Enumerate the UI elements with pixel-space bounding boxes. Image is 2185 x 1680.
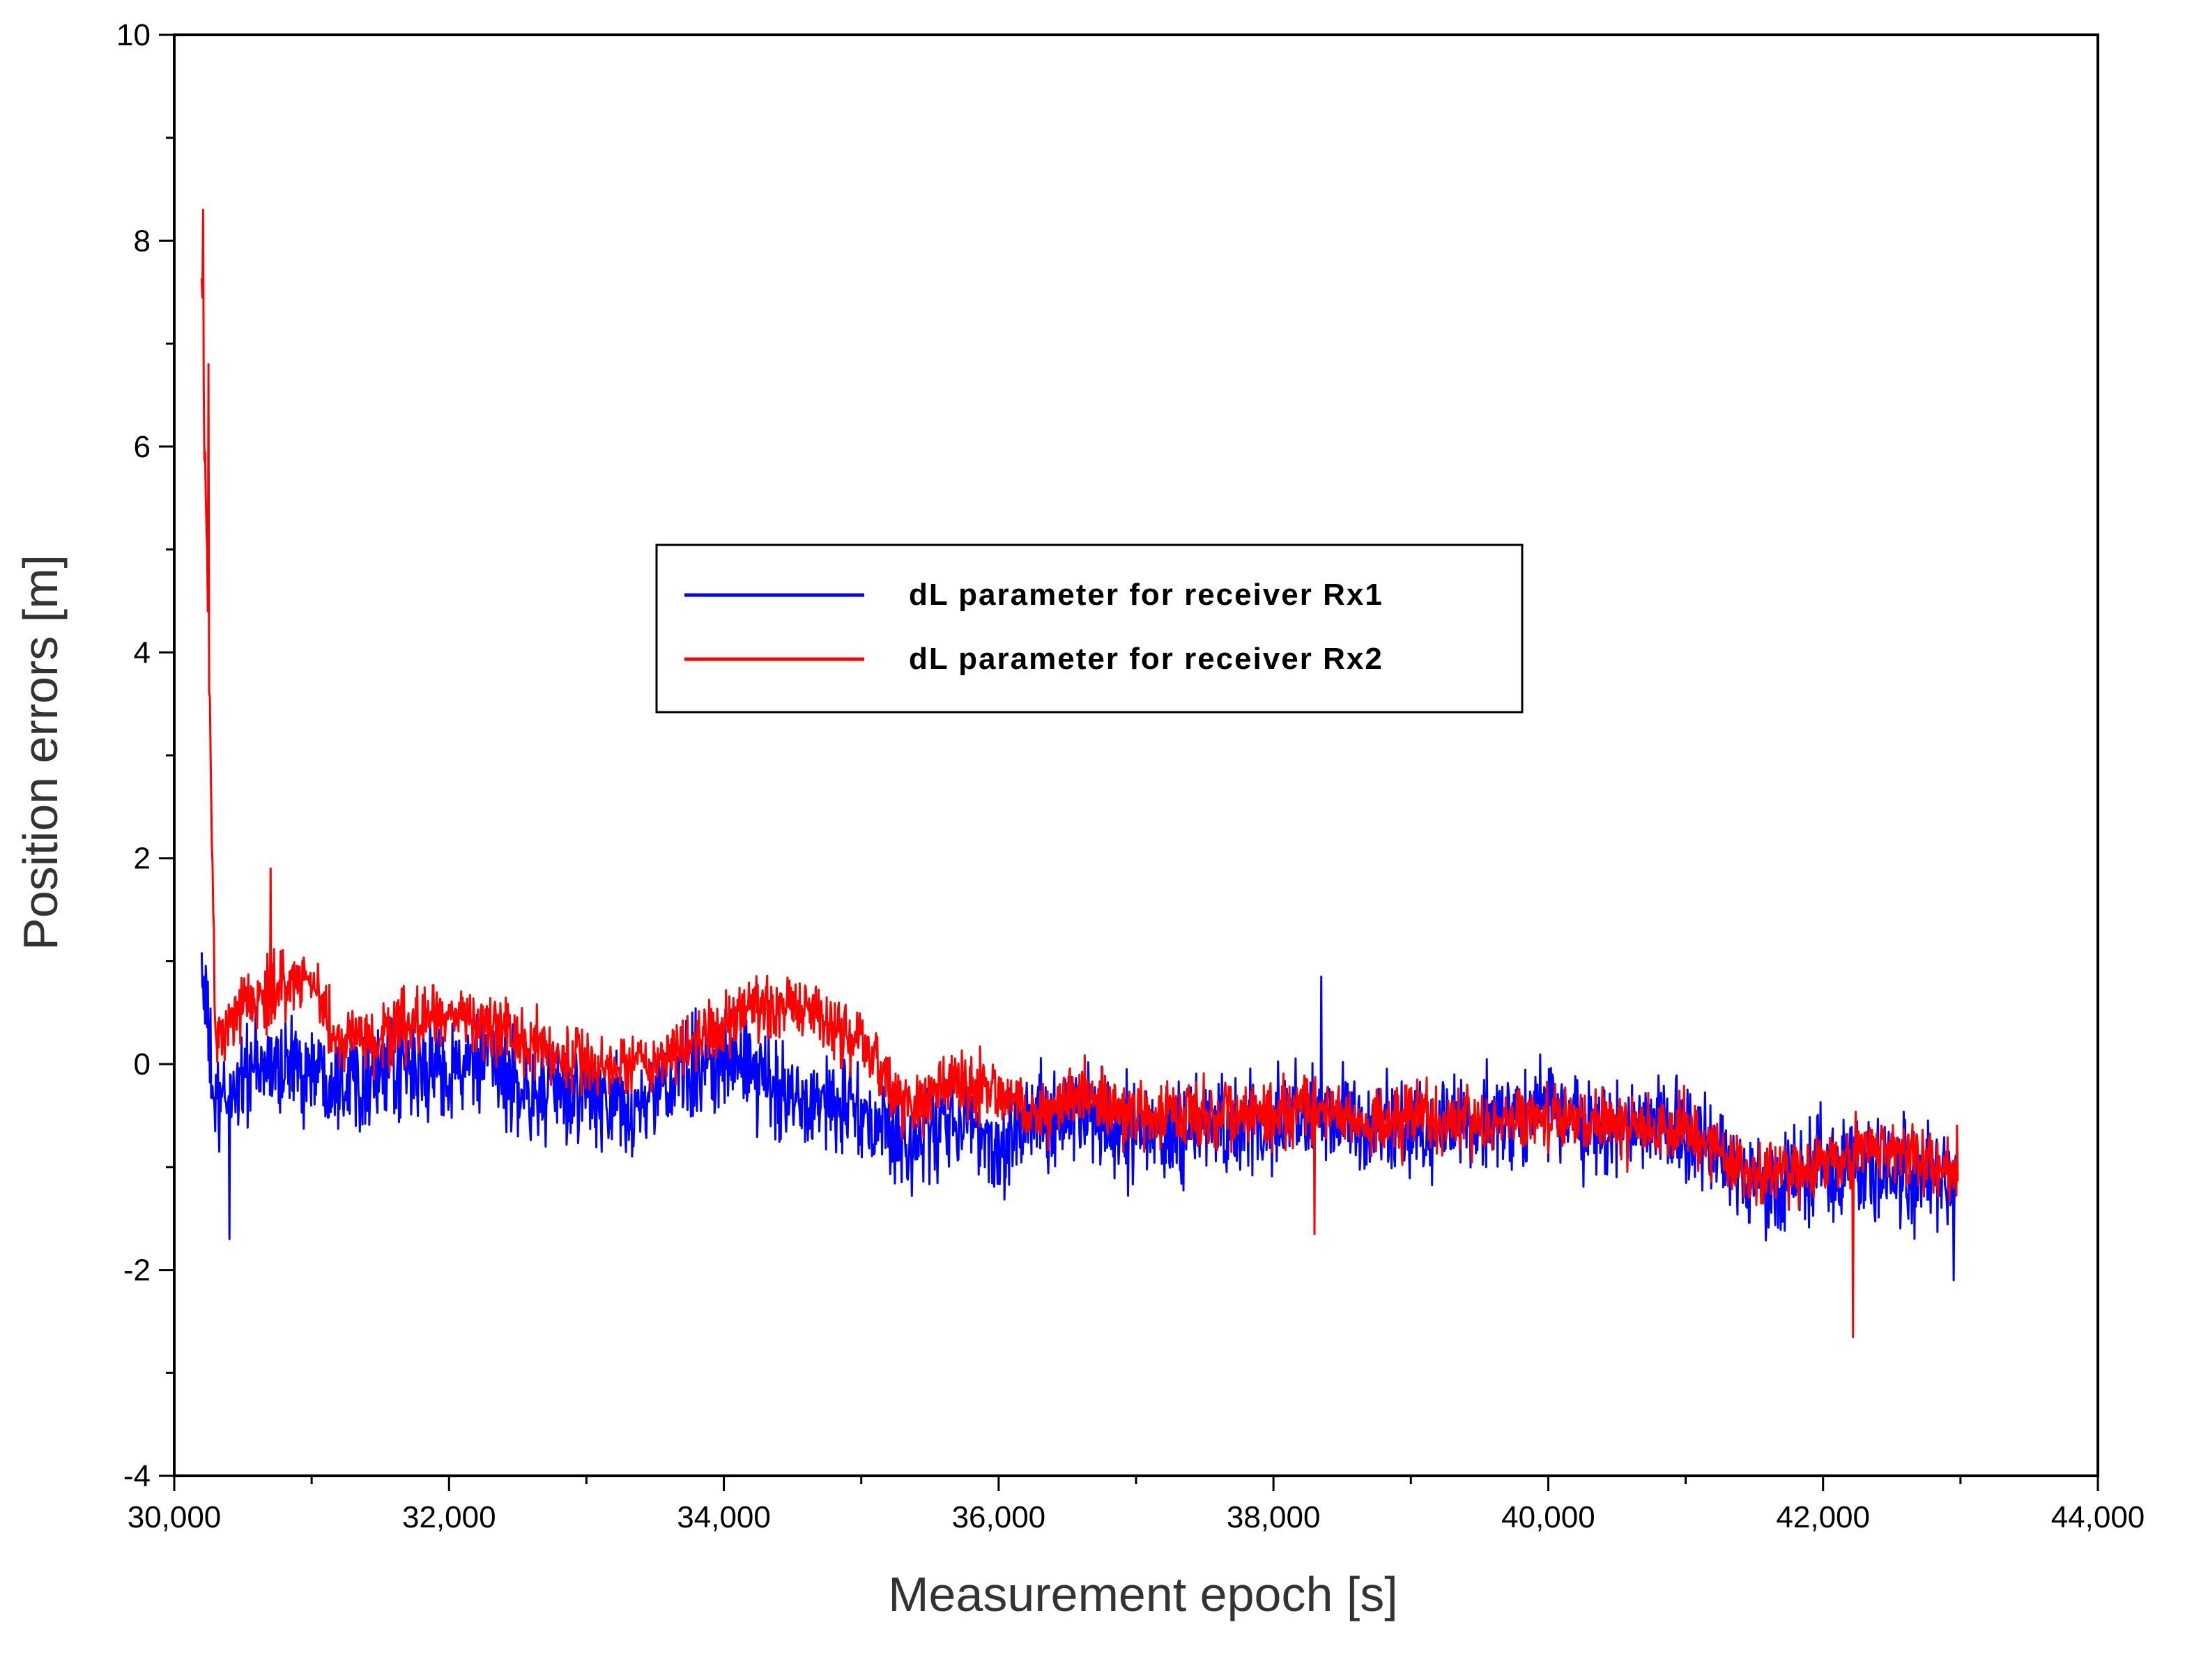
x-tick-label: 30,000 [128,1500,222,1534]
y-axis-title: Position errors [m] [13,555,68,950]
legend: dL parameter for receiver Rx1 dL paramet… [655,544,1524,714]
x-tick-label: 44,000 [2051,1500,2145,1534]
x-tick-label: 38,000 [1227,1500,1321,1534]
series-line-rx2 [200,208,1959,1339]
y-tick-label: -2 [123,1254,151,1288]
x-tick-label: 36,000 [952,1500,1046,1534]
x-tick-label: 40,000 [1501,1500,1595,1534]
legend-box [655,544,1524,714]
y-tick-label: 2 [134,842,151,876]
series-layer [200,208,1959,1339]
y-tick-label: 0 [134,1047,151,1081]
y-tick-label: 10 [116,18,151,52]
y-tick-label: 8 [134,224,151,258]
y-tick-label: -4 [123,1459,151,1493]
legend-label-rx1: dL parameter for receiver Rx1 [909,578,1383,612]
y-tick-label: 4 [134,635,151,670]
x-tick-label: 32,000 [402,1500,496,1534]
x-tick-label: 42,000 [1776,1500,1870,1534]
y-tick-label: 6 [134,430,151,464]
x-tick-label: 34,000 [677,1500,771,1534]
x-axis-title: Measurement epoch [s] [888,1567,1397,1621]
legend-label-rx2: dL parameter for receiver Rx2 [909,642,1383,676]
ticks-layer: 30,000 32,000 34,000 36,000 38,000 40,000 42,0… [116,18,2145,1534]
